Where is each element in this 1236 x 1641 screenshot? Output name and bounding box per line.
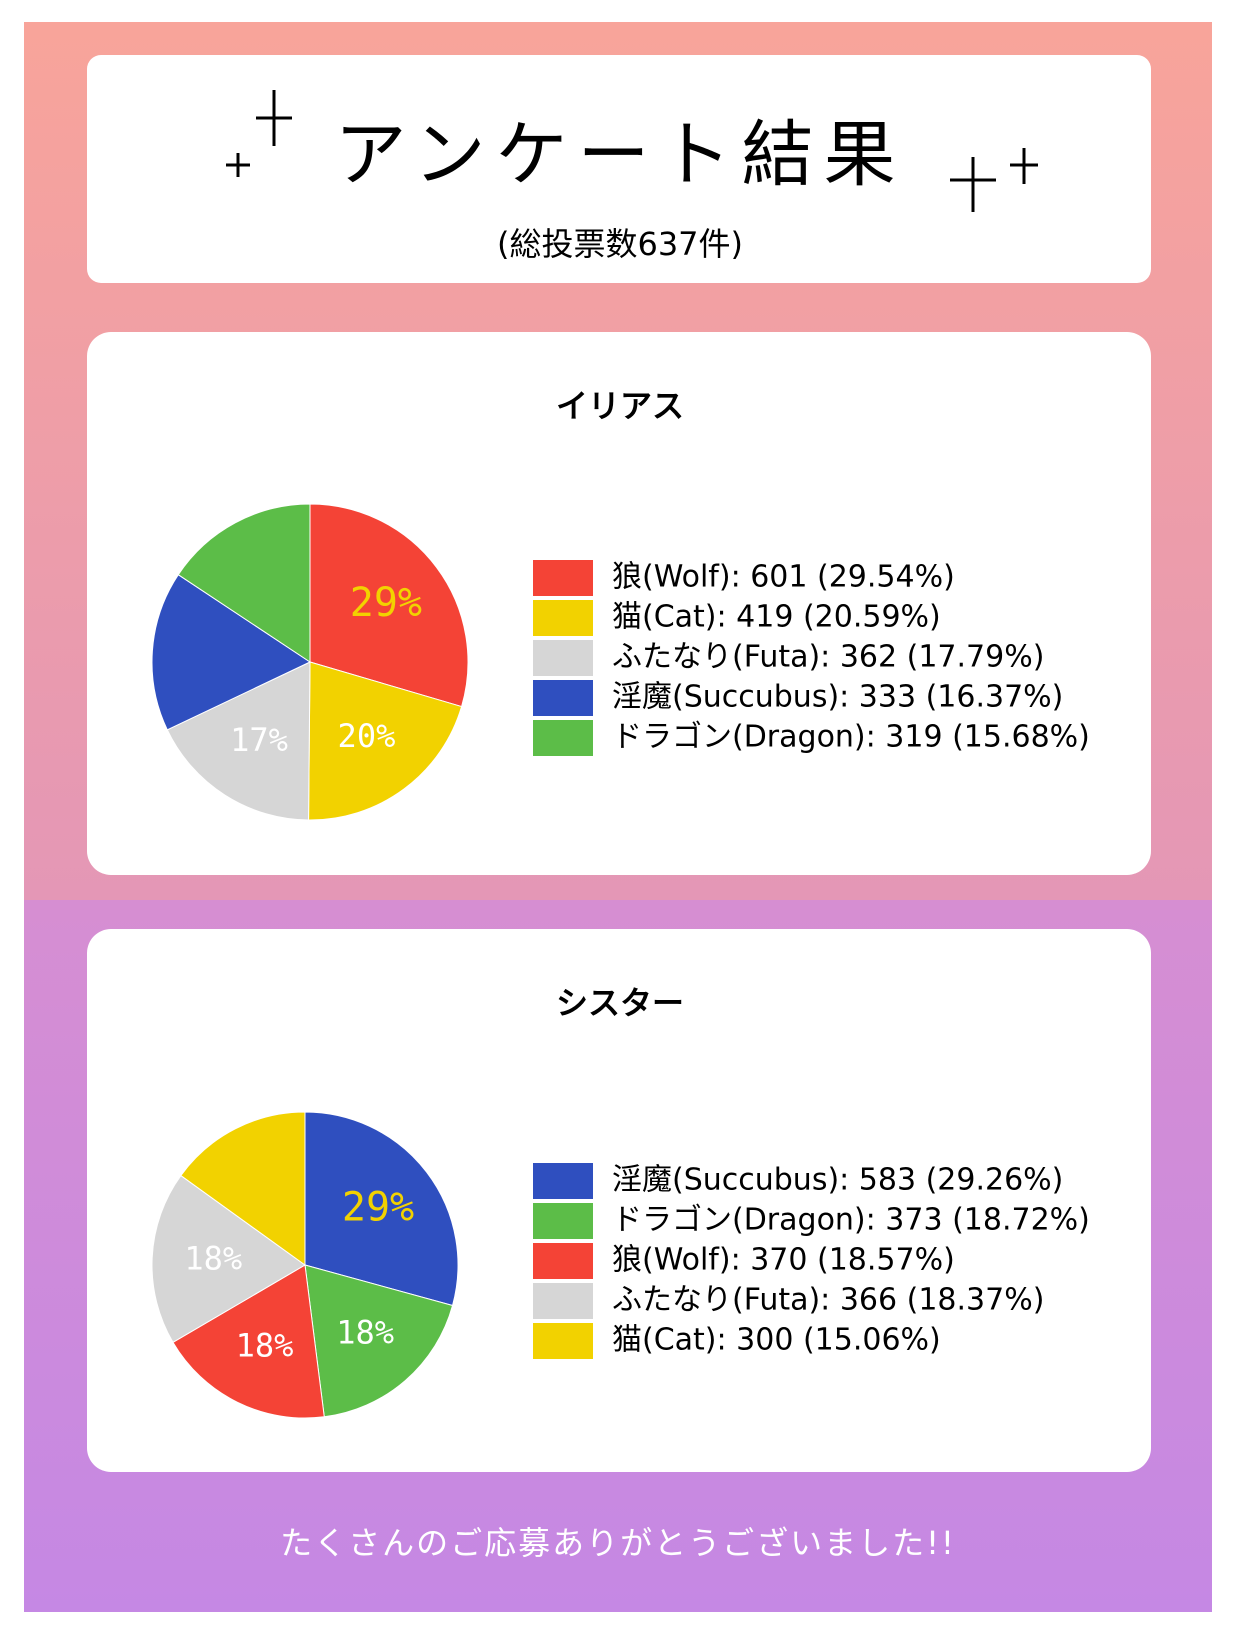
pie-slice (166, 661, 311, 821)
pie-slice (180, 1111, 306, 1266)
slice-label: 18% (236, 1326, 294, 1364)
legend-swatch (533, 1323, 593, 1359)
pie-slice (151, 574, 312, 731)
pie-slice (309, 503, 469, 708)
legend-label: ドラゴン(Dragon): 319 (15.68%) (612, 720, 1090, 755)
pie-slice (151, 1174, 306, 1344)
legend-label: 狼(Wolf): 601 (29.54%) (612, 560, 955, 595)
legend-swatch (533, 600, 593, 636)
legend-label: 淫魔(Succubus): 583 (29.26%) (612, 1163, 1063, 1198)
pie-slice (304, 1111, 459, 1307)
slice-label: 17% (230, 721, 288, 759)
legend-swatch (533, 1243, 593, 1279)
legend-swatch (533, 1203, 593, 1239)
chart-title: イリアス (556, 387, 684, 425)
slice-label: 20% (338, 717, 396, 755)
legend-label: 狼(Wolf): 370 (18.57%) (612, 1243, 955, 1278)
chart-title: シスター (556, 984, 684, 1022)
pie-slice (177, 503, 311, 663)
slice-label: 29% (350, 580, 422, 626)
slice-label: 18% (184, 1240, 242, 1278)
header-card (87, 55, 1151, 283)
legend-label: 猫(Cat): 419 (20.59%) (612, 600, 941, 635)
sparkles (226, 90, 1038, 212)
legend-swatch (533, 720, 593, 756)
footer-text: たくさんのご応募ありがとうございました!! (280, 1524, 956, 1562)
legend-swatch (533, 560, 593, 596)
legend-swatch (533, 1283, 593, 1319)
page-title: アンケート結果 (334, 113, 905, 197)
legend-swatch (533, 1163, 593, 1199)
pie-slice (172, 1264, 325, 1419)
legend-label: 猫(Cat): 300 (15.06%) (612, 1323, 941, 1358)
slice-label: 29% (342, 1184, 414, 1230)
slice-label: 18% (336, 1313, 394, 1351)
legend-label: ドラゴン(Dragon): 373 (18.72%) (612, 1203, 1090, 1238)
page-subtitle: (総投票数637件) (497, 225, 743, 263)
legend-swatch (533, 640, 593, 676)
legend-swatch (533, 680, 593, 716)
pie-slice (308, 661, 463, 821)
legend-label: 淫魔(Succubus): 333 (16.37%) (612, 680, 1063, 715)
pie-slice (304, 1264, 454, 1418)
legend-label: ふたなり(Futa): 362 (17.79%) (612, 640, 1044, 675)
legend-label: ふたなり(Futa): 366 (18.37%) (612, 1283, 1044, 1318)
